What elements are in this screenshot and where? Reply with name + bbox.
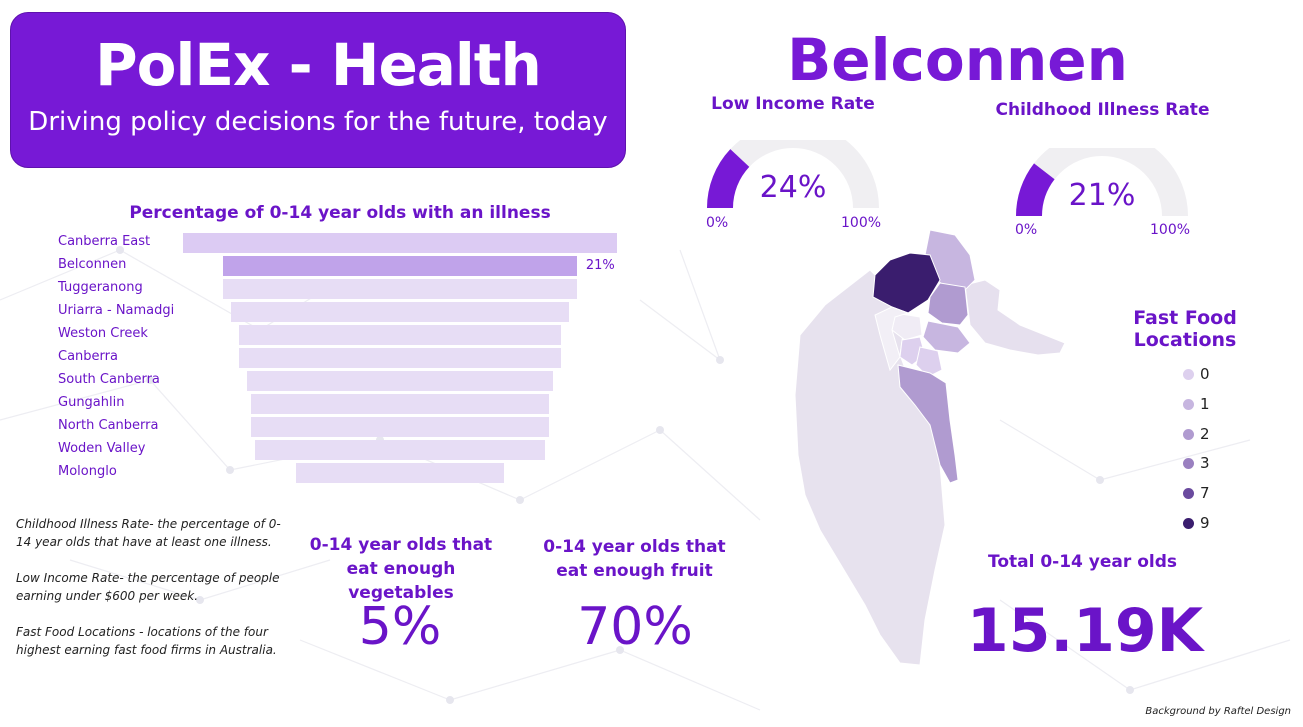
map-region-canberra-east[interactable] <box>964 279 1066 356</box>
header-banner: PolEx - Health Driving policy decisions … <box>10 12 626 168</box>
gauge-max-label: 100% <box>1150 222 1191 238</box>
background-credit: Background by Raftel Design <box>1145 706 1291 717</box>
funnel-bar[interactable] <box>255 440 545 460</box>
total-title: Total 0-14 year olds <box>987 552 1177 572</box>
total-value: 15.19K <box>966 596 1204 666</box>
legend-label: 7 <box>1200 484 1210 503</box>
legend-item[interactable]: 1 <box>1183 394 1210 414</box>
gauge-title-childhood-illness: Childhood Illness Rate <box>995 100 1210 120</box>
map-region-tuggeranong[interactable] <box>897 364 959 484</box>
kpi-value-fruit: 70% <box>577 597 693 657</box>
legend-item[interactable]: 0 <box>1183 364 1210 384</box>
map-region-belconnen[interactable] <box>872 252 941 314</box>
act-choropleth-map[interactable] <box>780 225 1080 670</box>
gauge-value-low-income: 24% <box>759 170 827 205</box>
funnel-category-label: Gungahlin <box>58 395 125 410</box>
gauge-value-childhood-illness: 21% <box>1068 178 1136 213</box>
app-subtitle: Driving policy decisions for the future,… <box>28 107 608 137</box>
legend-swatch <box>1183 369 1194 380</box>
kpi-title-vegetables: 0-14 year olds that eat enough vegetable… <box>309 535 493 603</box>
funnel-bar[interactable] <box>295 463 505 483</box>
legend-swatch <box>1183 398 1194 410</box>
gauge-fill <box>707 149 750 209</box>
legend-swatch <box>1183 518 1194 529</box>
kpi-title-fruit: 0-14 year olds that eat enough fruit <box>543 537 726 581</box>
legend-item[interactable]: 9 <box>1183 513 1210 533</box>
map-legend-title: Fast Food Locations <box>1133 307 1237 351</box>
funnel-category-label: Weston Creek <box>58 326 148 341</box>
gauge-min-label: 0% <box>706 215 729 231</box>
map-region-woden-valley[interactable] <box>915 346 943 378</box>
funnel-bar[interactable] <box>239 325 561 345</box>
legend-item[interactable]: 2 <box>1183 424 1210 444</box>
funnel-bar[interactable] <box>251 417 549 437</box>
funnel-bar[interactable] <box>239 348 561 368</box>
definitions-text: Childhood Illness Rate- the percentage o… <box>16 515 284 677</box>
legend-label: 1 <box>1200 394 1210 413</box>
gauge-min-label: 0% <box>1015 222 1038 238</box>
funnel-category-label: North Canberra <box>58 418 159 433</box>
legend-label: 9 <box>1200 514 1210 532</box>
definition-childhood-illness: Childhood Illness Rate- the percentage o… <box>16 517 281 549</box>
legend-swatch <box>1183 488 1194 500</box>
legend-item[interactable]: 3 <box>1183 453 1210 473</box>
app-title: PolEx - Health <box>95 31 542 99</box>
legend-swatch <box>1183 428 1194 440</box>
gauge-max-label: 100% <box>841 215 882 231</box>
kpi-value-vegetables: 5% <box>358 597 442 657</box>
legend-item[interactable]: 7 <box>1183 483 1210 503</box>
funnel-bar[interactable] <box>223 279 577 299</box>
definition-fast-food: Fast Food Locations - locations of the f… <box>16 625 277 657</box>
funnel-chart[interactable]: Canberra East Belconnen 21% Tuggeranong Uria… <box>0 0 640 500</box>
funnel-category-label: South Canberra <box>58 372 160 387</box>
gauge-title-low-income: Low Income Rate <box>711 94 875 114</box>
region-title: Belconnen <box>787 26 1128 94</box>
funnel-bar[interactable] <box>223 256 577 276</box>
legend-swatch <box>1183 458 1194 470</box>
gauge-childhood-illness[interactable] <box>1009 148 1195 223</box>
gauge-low-income[interactable] <box>700 140 886 215</box>
legend-label: 2 <box>1200 424 1210 443</box>
funnel-category-label: Canberra <box>58 349 118 364</box>
funnel-category-label: Molonglo <box>58 464 117 479</box>
funnel-category-label: Woden Valley <box>58 441 146 456</box>
funnel-bar[interactable] <box>231 302 569 322</box>
funnel-category-label: Uriarra - Namadgi <box>58 303 175 318</box>
legend-label: 0 <box>1200 365 1210 383</box>
funnel-category-label: Tuggeranong <box>58 280 143 295</box>
funnel-bar[interactable] <box>183 233 617 253</box>
funnel-data-label: 21% <box>585 258 615 273</box>
gauge-fill <box>1016 163 1055 217</box>
funnel-category-label: Belconnen <box>58 257 127 272</box>
funnel-category-label: Canberra East <box>58 234 151 249</box>
funnel-bar[interactable] <box>247 371 553 391</box>
legend-label: 3 <box>1200 454 1210 473</box>
map-region-namadgi[interactable] <box>794 269 946 666</box>
funnel-chart-title: Percentage of 0-14 year olds with an ill… <box>129 203 551 223</box>
funnel-bar[interactable] <box>251 394 549 414</box>
map-region-uriarra[interactable] <box>874 306 910 372</box>
definition-low-income: Low Income Rate- the percentage of peopl… <box>16 571 280 603</box>
map-region-north-canberra[interactable] <box>927 282 969 326</box>
map-region-south-canberra[interactable] <box>922 320 971 354</box>
